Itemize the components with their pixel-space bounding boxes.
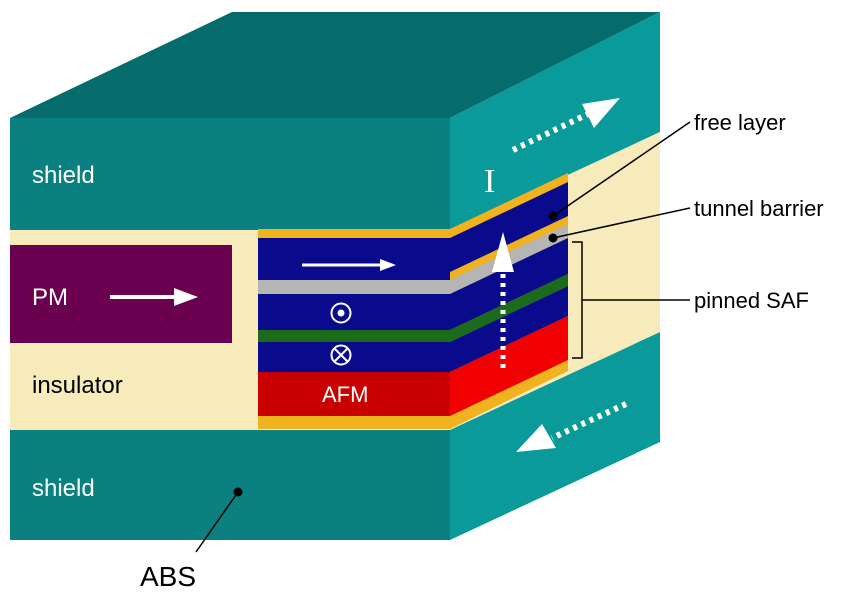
tunnel-barrier-label: tunnel barrier xyxy=(694,196,824,221)
dot-out-icon xyxy=(330,302,352,324)
pinned-saf-label: pinned SAF xyxy=(694,288,809,313)
tunnel-barrier-callout xyxy=(548,207,691,243)
insulator-label: insulator xyxy=(32,372,123,399)
top-shield-top-face xyxy=(10,12,660,118)
pinned-layer-lower-front xyxy=(258,342,450,372)
pinned-saf-bracket xyxy=(572,241,690,359)
shield-bottom-label: shield xyxy=(32,475,95,502)
cross-in-icon xyxy=(330,344,352,366)
abs-callout xyxy=(195,487,243,553)
current-out-arrow-icon xyxy=(516,401,628,452)
pm-arrow-icon xyxy=(110,288,198,306)
bottom-shield-front xyxy=(10,430,450,540)
afm-layer-front xyxy=(258,372,450,416)
tunnel-barrier-front xyxy=(258,280,450,294)
abs-label: ABS xyxy=(140,561,196,592)
current-in-arrow-icon xyxy=(511,98,620,153)
pm-label: PM xyxy=(32,284,68,311)
current-label: I xyxy=(484,163,495,200)
top-shield-side xyxy=(450,12,660,230)
afm-label: AFM xyxy=(322,382,368,407)
stack-front xyxy=(258,229,450,429)
top-shield-front xyxy=(10,118,450,230)
free-layer-callout xyxy=(548,121,691,221)
pinned-layer-upper-front xyxy=(258,294,450,330)
spacer-layer-front xyxy=(258,330,450,342)
pm-block xyxy=(10,245,232,343)
free-layer-arrow-icon xyxy=(302,259,396,271)
current-vertical-arrow-icon xyxy=(492,232,514,368)
free-layer-front xyxy=(258,238,450,280)
shield-top-label: shield xyxy=(32,162,95,189)
bottom-shield-side xyxy=(450,332,660,540)
stack-side xyxy=(450,173,568,429)
free-layer-label: free layer xyxy=(694,110,786,135)
